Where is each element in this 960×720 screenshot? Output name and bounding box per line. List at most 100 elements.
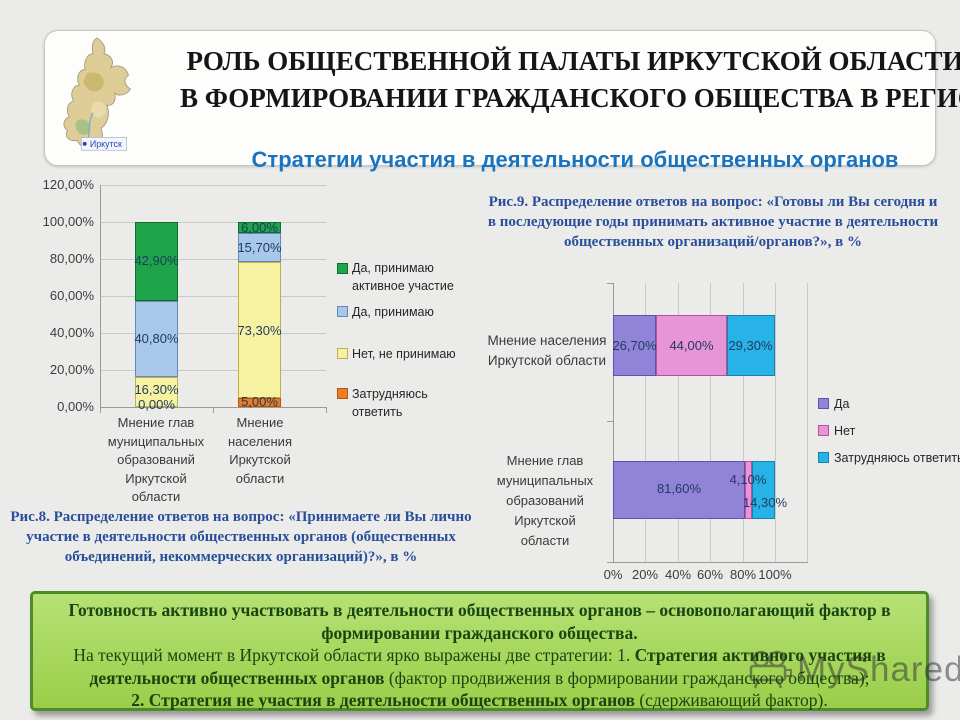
gridline — [645, 283, 646, 562]
segment-value-label: 5,00% — [241, 394, 278, 409]
header-panel: Иркутск РОЛЬ ОБЩЕСТВЕННОЙ ПАЛАТЫ ИРКУТСК… — [44, 30, 960, 172]
bar-segment-yes — [613, 461, 745, 519]
axis-tick-mark — [100, 407, 101, 413]
slide-title-line1: РОЛЬ ОБЩЕСТВЕННОЙ ПАЛАТЫ ИРКУТСКОЙ ОБЛАС… — [186, 46, 960, 76]
bar-segment-undecided — [727, 315, 775, 376]
category-label-line: области — [131, 489, 181, 504]
legend-swatch-cyan — [818, 452, 829, 463]
bar-segment-no — [135, 377, 178, 407]
category-label-line: Иркутской области — [487, 353, 607, 368]
category-label-line: муниципальных — [107, 433, 205, 449]
category-label-line: образований — [117, 452, 195, 467]
legend-swatch-purple — [818, 398, 829, 409]
y-axis-tick: 120,00% — [42, 177, 94, 192]
category-label-line: Мнение глав — [117, 415, 195, 430]
y-axis-tick: 60,00% — [49, 288, 94, 303]
segment-value-label: 73,30% — [237, 323, 282, 338]
segment-value-label: 81,60% — [656, 481, 702, 496]
segment-value-label: 4,10% — [729, 472, 767, 487]
gridline — [807, 283, 808, 562]
legend-label: Нет — [834, 424, 856, 438]
segment-value-label: 16,30% — [134, 382, 179, 397]
segment-value-label: 29,30% — [728, 338, 773, 353]
bar-segment-no — [745, 461, 752, 519]
segment-value-label: 44,00% — [669, 338, 714, 353]
category-label: Мнение населения Иркутской области — [214, 414, 306, 488]
conclusion-lead: Готовность активно участвовать в деятель… — [68, 600, 891, 643]
fig8-caption: Рис.8. Распределение ответов на вопрос: … — [10, 509, 472, 565]
legend-swatch-blue — [337, 306, 348, 317]
map-city-label: Иркутск — [90, 139, 122, 149]
axis-tick-mark — [326, 407, 327, 413]
legend-label: Затрудняюсь ответить — [352, 387, 428, 419]
conclusion-body: На текущий момент в Иркутской области яр… — [49, 644, 910, 712]
axis-tick-mark — [607, 283, 613, 284]
watermark: MyShared — [748, 650, 960, 690]
segment-value-label: 26,70% — [612, 338, 657, 353]
category-label: Мнение глав муниципальных образований Ир… — [102, 414, 210, 507]
segment-value-label: 42,90% — [134, 253, 179, 268]
y-axis-line — [613, 283, 614, 562]
segment-value-label: 6,00% — [241, 220, 278, 235]
category-label: Мнение глав муниципальных образований Ир… — [477, 451, 613, 551]
legend-label: Затрудняюсь ответить — [834, 451, 960, 465]
category-label-line: муниципальных — [496, 473, 594, 488]
bar-segment-yes — [238, 233, 281, 262]
category-label-line: области — [520, 533, 570, 548]
segment-value-label: 14,30% — [742, 495, 788, 510]
y-axis-tick: 40,00% — [49, 325, 94, 340]
x-axis-tick: 40% — [664, 567, 692, 582]
bar-segment-yes — [613, 315, 656, 376]
gridline — [775, 283, 776, 562]
bar-segment-active-yes — [135, 222, 178, 301]
category-label-line: Мнение — [236, 415, 284, 430]
irkutsk-region-map: Иркутск — [63, 37, 132, 151]
segment-value-label: 40,80% — [134, 331, 179, 346]
category-label-line: образований Иркутской — [506, 493, 584, 528]
category-label-line: Мнение глав — [506, 453, 584, 468]
slide-subtitle: Стратегии участия в деятельности обществ… — [251, 147, 899, 172]
legend-label: Нет, не принимаю — [352, 347, 456, 361]
axis-tick-mark — [213, 407, 214, 413]
segment-value-label: 15,70% — [237, 240, 282, 255]
gridline — [100, 296, 326, 297]
watermark-label: MyShared — [797, 650, 960, 689]
conclusion-strategy2: 2. Стратегия не участия в деятельности о… — [131, 690, 640, 710]
x-axis-tick: 60% — [696, 567, 724, 582]
gridline — [100, 185, 326, 186]
legend-label: Да — [834, 397, 850, 411]
y-axis-line — [100, 185, 101, 408]
fig9-caption: Рис.9. Распределение ответов на вопрос: … — [487, 194, 939, 250]
conclusion-strategy2-note: (сдерживающий фактор). — [639, 690, 828, 710]
conclusion-strategy1-note: (фактор продвижения в формировании гражд… — [388, 667, 870, 688]
category-label: Мнение населения Иркутской области — [484, 331, 610, 371]
conclusion-body-prefix: На текущий момент в Иркутской области яр… — [73, 645, 635, 665]
projector-icon — [749, 650, 792, 689]
conclusion-box: Готовность активно участвовать в деятель… — [30, 591, 929, 711]
category-label-line: Иркутской — [229, 452, 291, 467]
segment-value-label: 0,00% — [138, 397, 175, 412]
bar-segment-no — [656, 315, 727, 376]
gridline — [678, 283, 679, 562]
x-axis-tick: 100% — [758, 567, 792, 582]
legend-label: Да, принимаю активное участие — [352, 261, 454, 293]
gridline — [100, 370, 326, 371]
bar-segment-no — [238, 262, 281, 398]
conclusion-strategy1: Стратегия активного участия в деятельнос… — [89, 645, 886, 688]
x-axis-tick: 80% — [729, 567, 757, 582]
gridline — [100, 222, 326, 223]
legend-swatch-green — [337, 263, 348, 274]
category-label-line: населения — [227, 433, 292, 449]
gridline — [100, 259, 326, 260]
bar-segment-undecided — [752, 461, 775, 519]
x-axis-tick: 0% — [603, 567, 623, 582]
slide-title-line2: В ФОРМИРОВАНИИ ГРАЖДАНСКОГО ОБЩЕСТВА В Р… — [180, 83, 960, 113]
category-label-line: области — [235, 470, 285, 486]
x-axis-tick: 20% — [631, 567, 659, 582]
bar-segment-yes — [135, 301, 178, 377]
legend-swatch-yellow — [337, 348, 348, 359]
y-axis-tick: 80,00% — [49, 251, 94, 266]
legend-swatch-orange — [337, 388, 348, 399]
y-axis-tick: 20,00% — [49, 362, 94, 377]
